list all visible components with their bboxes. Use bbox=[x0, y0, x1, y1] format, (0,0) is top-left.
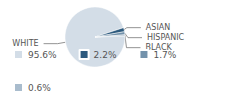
svg-text:95.6%: 95.6% bbox=[28, 50, 57, 60]
svg-text:0.6%: 0.6% bbox=[28, 83, 51, 93]
svg-text:BLACK: BLACK bbox=[145, 43, 172, 53]
svg-text:HISPANIC: HISPANIC bbox=[147, 33, 185, 42]
svg-text:2.2%: 2.2% bbox=[94, 50, 117, 60]
svg-text:ASIAN: ASIAN bbox=[146, 23, 170, 32]
svg-text:WHITE: WHITE bbox=[12, 39, 38, 48]
svg-text:1.7%: 1.7% bbox=[153, 50, 176, 60]
